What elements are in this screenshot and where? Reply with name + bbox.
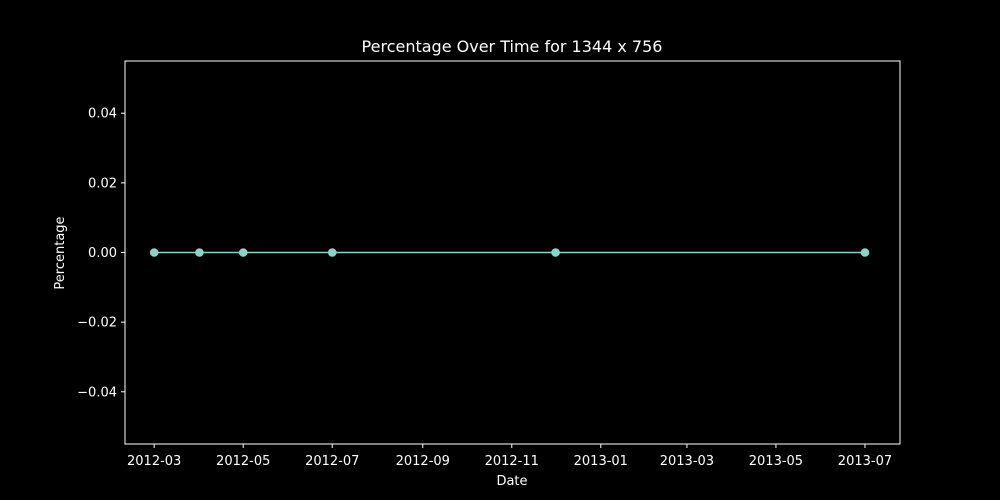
y-tick-label: 0.02 xyxy=(88,176,117,191)
x-axis-label: Date xyxy=(496,474,527,489)
x-tick-label: 2012-11 xyxy=(485,454,539,469)
x-axis: 2012-03 2012-05 2012-07 2012-09 2012-11 2013-… xyxy=(127,444,892,469)
y-tick-label: 0.04 xyxy=(88,107,117,122)
x-tick-label: 2013-07 xyxy=(838,454,892,469)
series-layer xyxy=(149,248,870,257)
data-point xyxy=(149,248,159,257)
y-tick-label: −0.02 xyxy=(77,316,117,331)
chart-title: Percentage Over Time for 1344 x 756 xyxy=(362,37,663,56)
x-tick-label: 2012-07 xyxy=(305,454,359,469)
x-tick-label: 2013-01 xyxy=(574,454,628,469)
data-point xyxy=(551,248,560,257)
x-tick-label: 2012-09 xyxy=(396,454,450,469)
y-axis: −0.04 −0.02 0.00 0.02 0.04 xyxy=(77,107,125,400)
y-tick-label: −0.04 xyxy=(77,385,117,400)
x-tick-label: 2012-03 xyxy=(127,454,181,469)
data-point xyxy=(327,248,337,257)
data-point xyxy=(238,248,248,257)
x-tick-label: 2013-03 xyxy=(660,454,714,469)
x-tick-label: 2012-05 xyxy=(216,454,270,469)
y-tick-label: 0.00 xyxy=(88,246,117,261)
data-point xyxy=(195,248,204,257)
x-tick-label: 2013-05 xyxy=(749,454,803,469)
y-axis-label: Percentage xyxy=(53,216,68,289)
data-point xyxy=(860,248,870,257)
